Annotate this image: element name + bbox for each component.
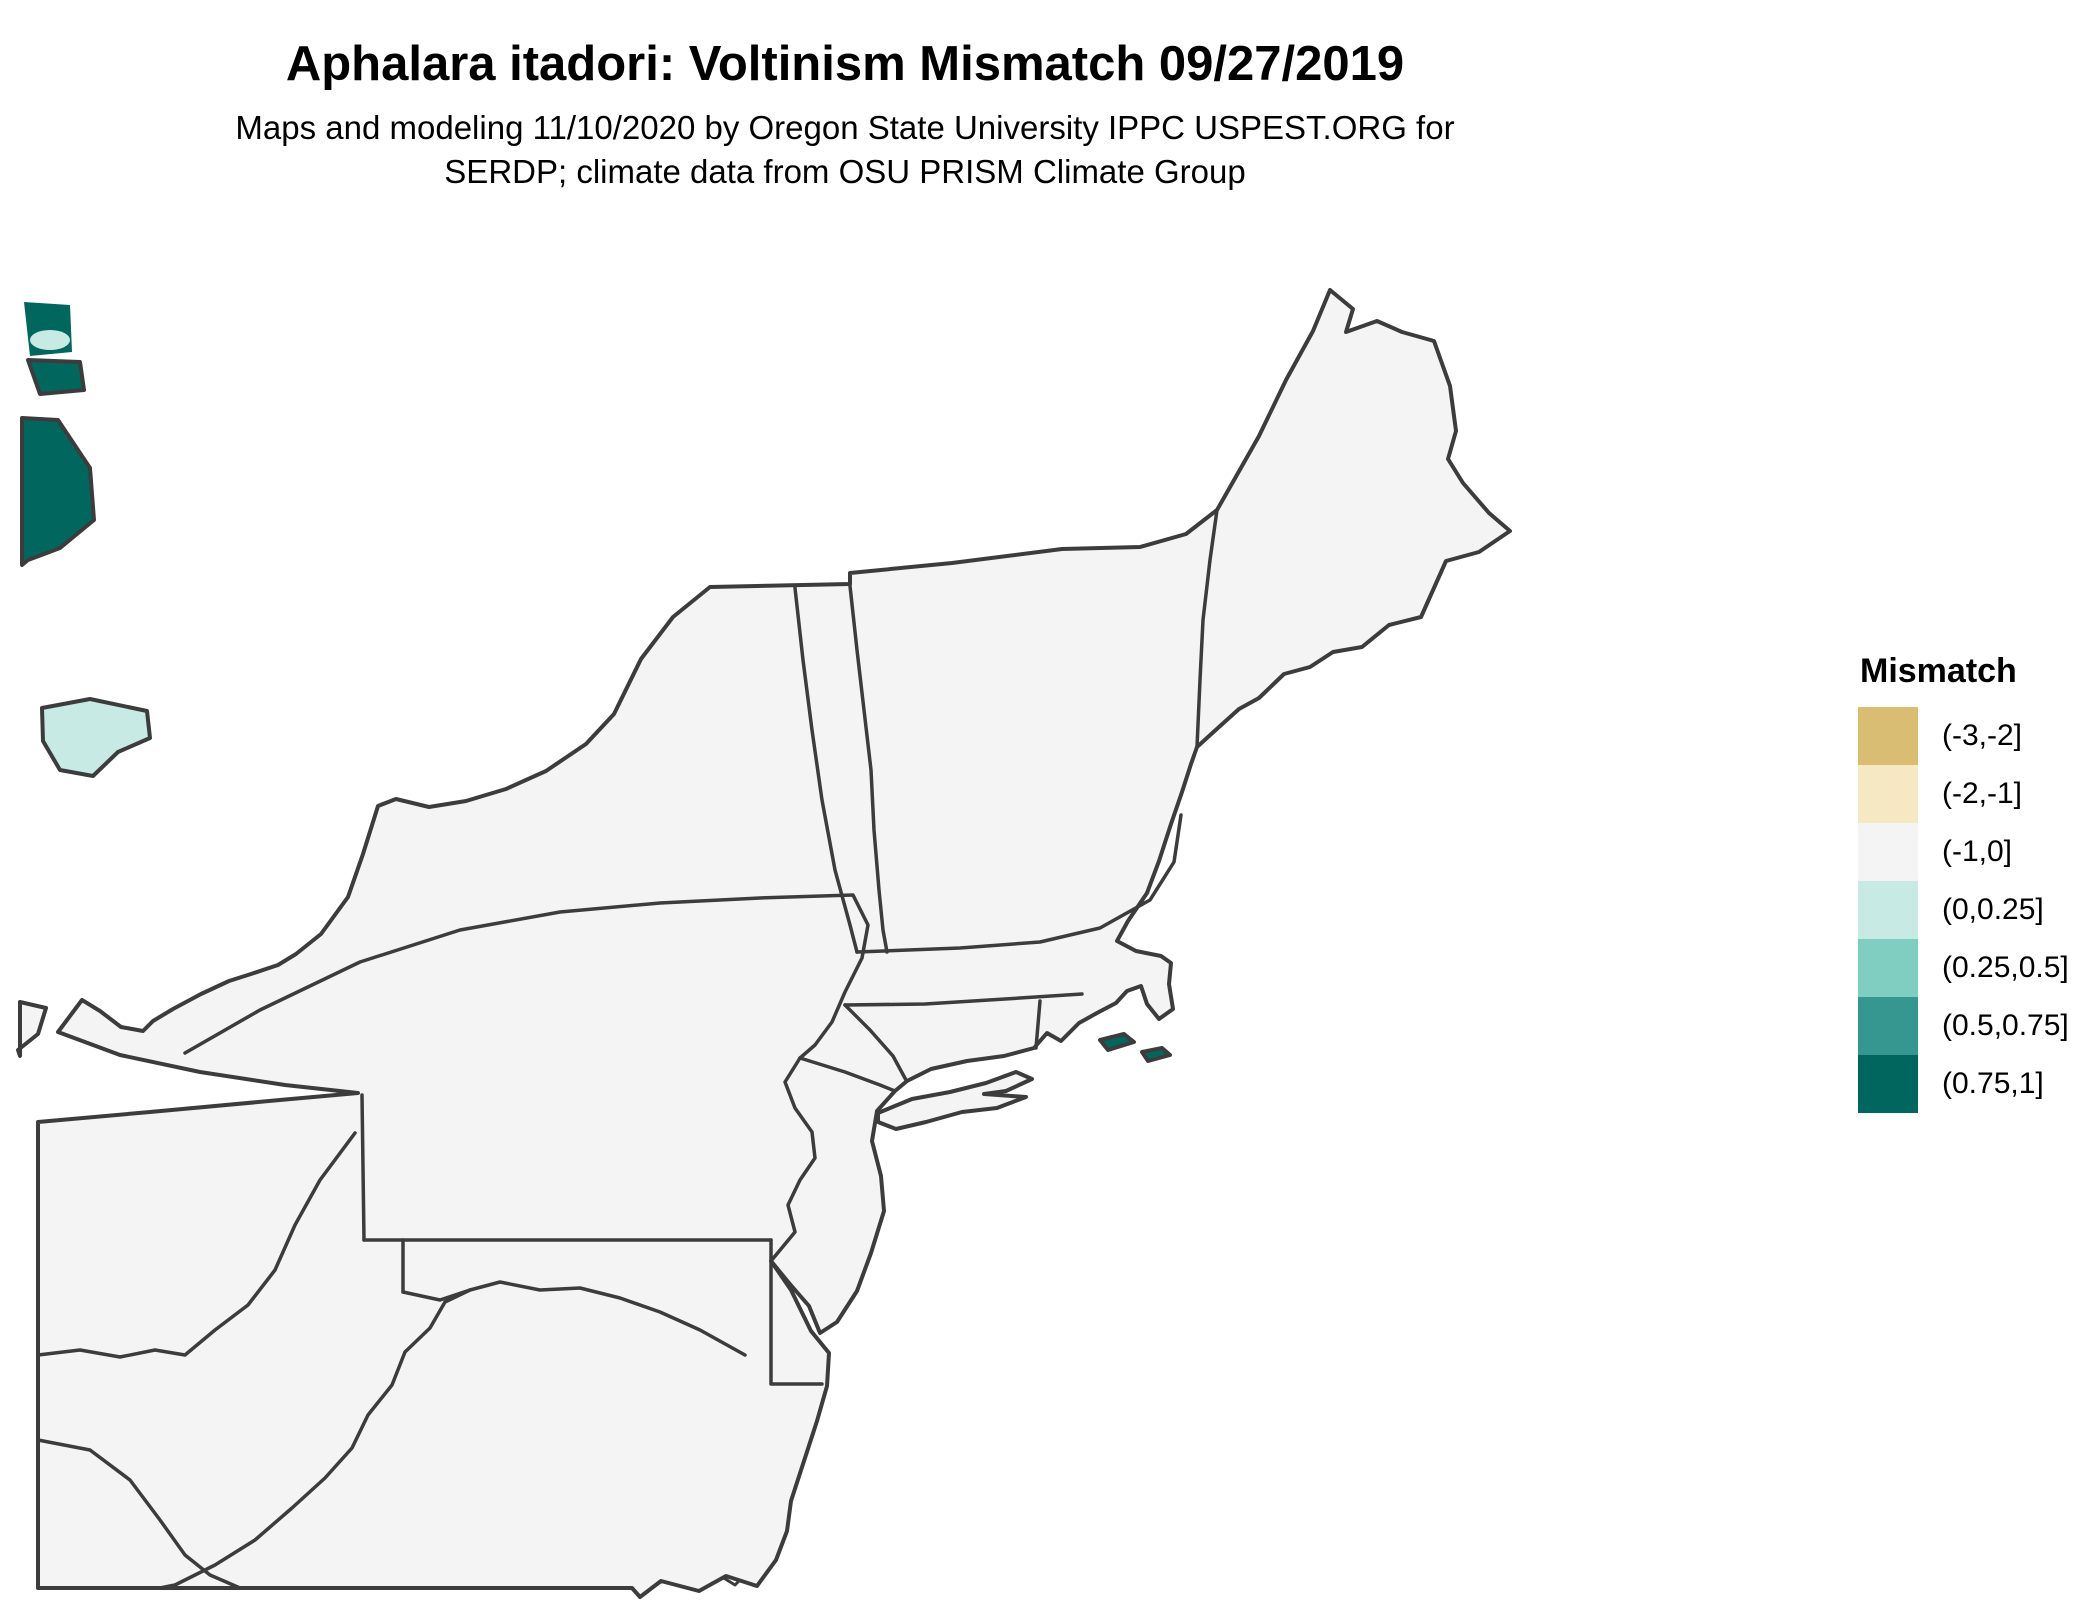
legend-swatch-1 — [1858, 765, 1918, 823]
border-nh-me — [1195, 508, 1219, 749]
page-title: Aphalara itadori: Voltinism Mismatch 09/… — [285, 37, 1405, 91]
legend-swatch-3 — [1858, 881, 1918, 939]
niagara-stroke — [16, 1000, 48, 1058]
page-subtitle: Maps and modeling 11/10/2020 by Oregon S… — [0, 106, 1690, 194]
border-potomac-md-va — [401, 1280, 747, 1357]
legend-row-5: (0.5,0.75] — [1858, 997, 2069, 1055]
border-ma-north — [855, 813, 1183, 954]
legend-label-0: (-3,-2] — [1942, 719, 2023, 752]
legend-rows: (-3,-2] (-2,-1] (-1,0] (0,0.25] (0.25,0.5] (0… — [1858, 707, 2069, 1113]
region-can3-band — [30, 330, 70, 350]
border-ny-pa — [183, 893, 870, 1060]
legend-row-6: (0.75,1] — [1858, 1055, 2069, 1113]
subtitle-line-2: SERDP; climate data from OSU PRISM Clima… — [444, 153, 1246, 191]
legend-row-2: (-1,0] — [1858, 823, 2069, 881]
marthas-vineyard-stroke — [1098, 1032, 1136, 1052]
border-ma-south — [843, 992, 1084, 1007]
border-ny-vt — [793, 586, 859, 954]
legend-label-5: (0.5,0.75] — [1942, 1009, 2069, 1042]
legend-label-2: (-1,0] — [1942, 835, 2013, 868]
legend: Mismatch (-3,-2] (-2,-1] (-1,0] (0,0.25] (0.… — [1858, 652, 2069, 1113]
canada2-stroke — [40, 697, 152, 778]
legend-swatch-2 — [1858, 823, 1918, 881]
canada3-stroke — [26, 358, 86, 396]
legend-swatch-6 — [1858, 1055, 1918, 1113]
legend-label-4: (0.25,0.5] — [1942, 951, 2069, 984]
legend-label-3: (0,0.25] — [1942, 893, 2044, 926]
legend-swatch-4 — [1858, 939, 1918, 997]
border-ct-ny — [843, 1003, 908, 1082]
legend-row-0: (-3,-2] — [1858, 707, 2069, 765]
legend-title: Mismatch — [1860, 652, 2017, 690]
border-wv-ky — [36, 1438, 242, 1590]
canada1-stroke — [20, 416, 96, 567]
subtitle-line-1: Maps and modeling 11/10/2020 by Oregon S… — [235, 109, 1455, 146]
legend-row-1: (-2,-1] — [1858, 765, 2069, 823]
legend-row-4: (0.25,0.5] — [1858, 939, 2069, 997]
border-delaware — [769, 1238, 824, 1386]
border-vt-nh — [848, 584, 889, 954]
state-borders — [16, 288, 1512, 1599]
border-ct-ri — [1034, 999, 1042, 1050]
legend-label-6: (0.75,1] — [1942, 1067, 2044, 1100]
legend-swatch-0 — [1858, 707, 1918, 765]
nantucket-stroke — [1140, 1046, 1172, 1063]
border-ny-nj — [798, 1056, 897, 1093]
coastline-stroke — [36, 288, 1512, 1599]
legend-row-3: (0,0.25] — [1858, 881, 2069, 939]
border-pa-nj-delaware-river — [769, 1056, 817, 1263]
border-wv-va — [158, 1288, 472, 1590]
border-wv-oh-river — [36, 1131, 357, 1359]
legend-swatch-5 — [1858, 997, 1918, 1055]
border-pa-oh — [360, 1093, 366, 1242]
legend-label-1: (-2,-1] — [1942, 777, 2023, 810]
